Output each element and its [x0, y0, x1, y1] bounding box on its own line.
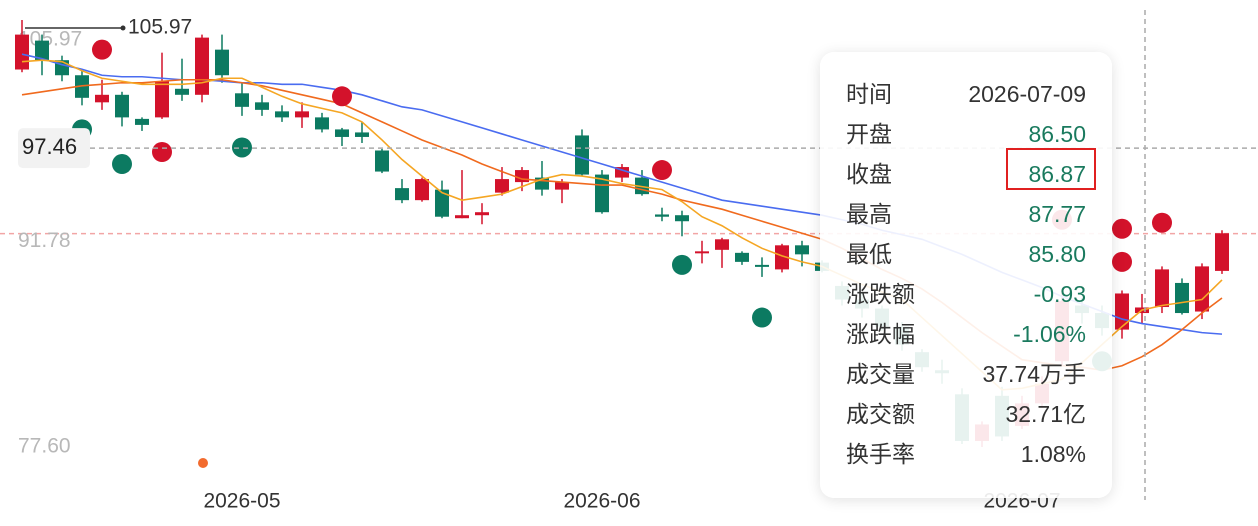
- candle-body: [655, 214, 669, 217]
- max-dot: [120, 25, 126, 31]
- candle-body: [1195, 266, 1209, 312]
- signal-dot: [752, 307, 772, 328]
- tooltip-row: 时间 2026-07-09: [846, 74, 1086, 114]
- tooltip-key: 最高: [846, 201, 892, 227]
- candle-body: [755, 264, 769, 267]
- candle-body: [435, 189, 449, 217]
- candle-body: [615, 167, 629, 178]
- event-dot: [198, 458, 208, 468]
- candle-body: [275, 111, 289, 118]
- signal-dot: [232, 137, 252, 158]
- highlight-box: [1006, 148, 1096, 190]
- candle-body: [15, 34, 29, 70]
- candle-body: [695, 251, 709, 254]
- candle-body: [475, 212, 489, 216]
- candle-body: [235, 93, 249, 107]
- tooltip-value: 32.71亿: [1005, 401, 1086, 427]
- candle-body: [415, 179, 429, 201]
- signal-dot: [332, 86, 352, 107]
- candle-body: [515, 170, 529, 183]
- tooltip-key: 收盘: [846, 161, 892, 187]
- candle-body: [295, 111, 309, 118]
- candle-body: [1215, 233, 1229, 271]
- signal-dot: [1112, 251, 1132, 272]
- candle-body: [555, 182, 569, 190]
- candle-body: [795, 245, 809, 255]
- signal-dot: [1112, 218, 1132, 239]
- candle-body: [715, 239, 729, 250]
- signal-dot: [1152, 212, 1172, 233]
- candle-body: [175, 88, 189, 95]
- tooltip-value: 2026-07-09: [968, 81, 1086, 107]
- tooltip-key: 开盘: [846, 121, 892, 147]
- x-tick-label: 2026-05: [203, 490, 280, 513]
- candle-body: [375, 150, 389, 172]
- tooltip-value: -0.93: [1033, 281, 1086, 307]
- tooltip-row: 最低 85.80: [846, 234, 1086, 274]
- max-label: 105.97: [128, 16, 192, 39]
- candle-body: [255, 102, 269, 110]
- tooltip-row: 成交量 37.74万手: [846, 354, 1086, 394]
- candle-body: [1115, 293, 1129, 330]
- candle-body: [595, 174, 609, 213]
- candle-body: [1155, 269, 1169, 308]
- tooltip-key: 涨跌幅: [846, 321, 915, 347]
- candle-body: [215, 49, 229, 76]
- signal-dot: [672, 254, 692, 275]
- y-tick-label: 77.60: [18, 435, 71, 458]
- tooltip-key: 成交额: [846, 401, 915, 427]
- tooltip-key: 最低: [846, 241, 892, 267]
- candle-body: [115, 94, 129, 118]
- tooltip-key: 涨跌额: [846, 281, 915, 307]
- candle-body: [735, 252, 749, 262]
- candle-body: [395, 188, 409, 201]
- reference-label: 91.78: [18, 229, 71, 252]
- tooltip-row: 换手率 1.08%: [846, 434, 1086, 474]
- tooltip-row: 最高 87.77: [846, 194, 1086, 234]
- candle-body: [135, 118, 149, 125]
- tooltip-key: 换手率: [846, 441, 915, 467]
- tooltip: 时间 2026-07-09 开盘 86.50 收盘 86.87 最高 87.77 最低 85.80…: [820, 52, 1112, 498]
- tooltip-row: 涨跌额 -0.93: [846, 274, 1086, 314]
- tooltip-value: 87.77: [1028, 201, 1086, 227]
- tooltip-value: -1.06%: [1013, 321, 1086, 347]
- crosshair-label-bg: [18, 128, 90, 169]
- tooltip-row: 开盘 86.50: [846, 114, 1086, 154]
- candle-body: [1175, 282, 1189, 314]
- candle-body: [155, 81, 169, 118]
- tooltip-value: 85.80: [1028, 241, 1086, 267]
- candle-body: [775, 245, 789, 270]
- signal-dot: [112, 154, 132, 175]
- candle-body: [335, 129, 349, 137]
- signal-dot: [652, 160, 672, 181]
- x-tick-label: 2026-06: [563, 490, 640, 513]
- candle-body: [35, 40, 49, 61]
- tooltip-key: 成交量: [846, 361, 915, 387]
- tooltip-row: 涨跌幅 -1.06%: [846, 314, 1086, 354]
- tooltip-value: 37.74万手: [982, 361, 1086, 387]
- signal-dot: [92, 39, 112, 60]
- candle-body: [355, 132, 369, 137]
- candle-body: [95, 94, 109, 103]
- tooltip-value: 86.87: [1028, 161, 1086, 187]
- candle-body: [575, 135, 589, 175]
- tooltip-row: 成交额 32.71亿: [846, 394, 1086, 434]
- tooltip-key: 时间: [846, 81, 892, 107]
- signal-dot: [152, 141, 172, 162]
- crosshair-label: 97.46: [22, 134, 77, 159]
- candle-body: [675, 215, 689, 222]
- y-tick-label: 105.97: [18, 28, 82, 51]
- candle-body: [195, 37, 209, 95]
- candle-body: [315, 117, 329, 130]
- tooltip-value: 86.50: [1028, 121, 1086, 147]
- tooltip-row: 收盘 86.87: [846, 154, 1086, 194]
- candle-body: [495, 179, 509, 193]
- tooltip-value: 1.08%: [1020, 441, 1086, 467]
- candle-body: [455, 215, 469, 219]
